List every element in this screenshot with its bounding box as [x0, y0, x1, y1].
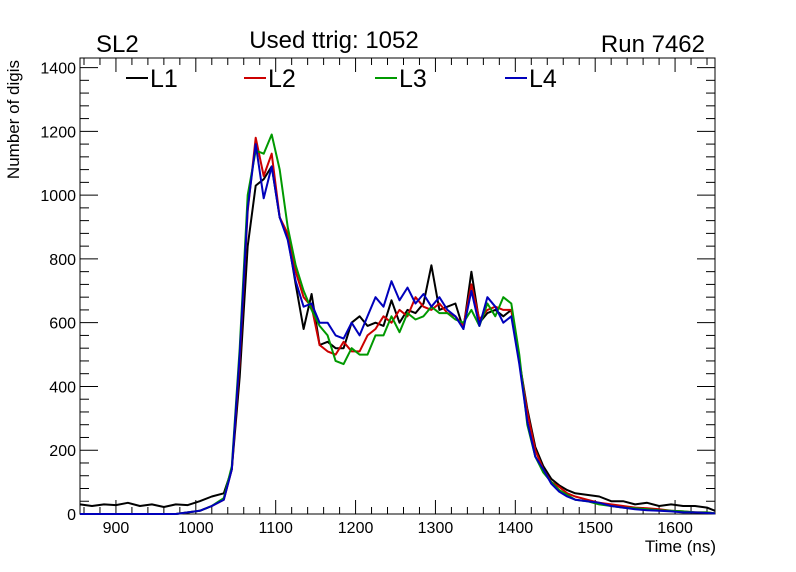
- y-tick-label: 1200: [40, 124, 76, 141]
- x-tick-label: 1100: [258, 520, 293, 537]
- y-tick-label: 0: [67, 507, 76, 524]
- series-line-l3: [80, 133, 716, 515]
- header-left-label: SL2: [96, 31, 139, 58]
- x-tick-label: 1000: [178, 520, 214, 537]
- x-tick-label: 900: [103, 520, 130, 537]
- legend-label-l2: L2: [268, 65, 296, 93]
- y-tick-label: 600: [49, 316, 76, 333]
- series-line-l4: [80, 143, 716, 515]
- x-tick-label: 1400: [498, 520, 534, 537]
- axis-tick-labels: 900 1000 1100 1200 1300 1400 1500 1600 0 200 400 60…: [40, 61, 693, 537]
- x-tick-label: 1300: [418, 520, 454, 537]
- y-tick-label: 200: [49, 443, 76, 460]
- y-tick-label: 400: [49, 379, 76, 396]
- x-tick-label: 1500: [577, 520, 613, 537]
- y-tick-label: 1400: [40, 61, 76, 78]
- x-tick-label: 1200: [338, 520, 374, 537]
- plot-frame: [79, 57, 716, 515]
- x-axis-label: Time (ns): [645, 537, 716, 556]
- legend-label-l4: L4: [529, 65, 557, 93]
- series-line-l2: [80, 136, 716, 515]
- x-tick-label: 1600: [657, 520, 693, 537]
- legend-label-l1: L1: [150, 65, 178, 93]
- y-axis-label: Number of digis: [4, 60, 23, 179]
- header-right-label: Run 7462: [601, 31, 705, 58]
- series-line-l1: [79, 165, 716, 512]
- y-tick-label: 1000: [40, 188, 76, 205]
- axis-ticks: [80, 58, 715, 515]
- series-lines: [79, 133, 716, 515]
- y-tick-label: 800: [49, 252, 76, 269]
- header-title: Used ttrig: 1052: [249, 27, 418, 54]
- legend-label-l3: L3: [399, 65, 427, 93]
- legend: L1 L2 L3 L4: [126, 65, 557, 93]
